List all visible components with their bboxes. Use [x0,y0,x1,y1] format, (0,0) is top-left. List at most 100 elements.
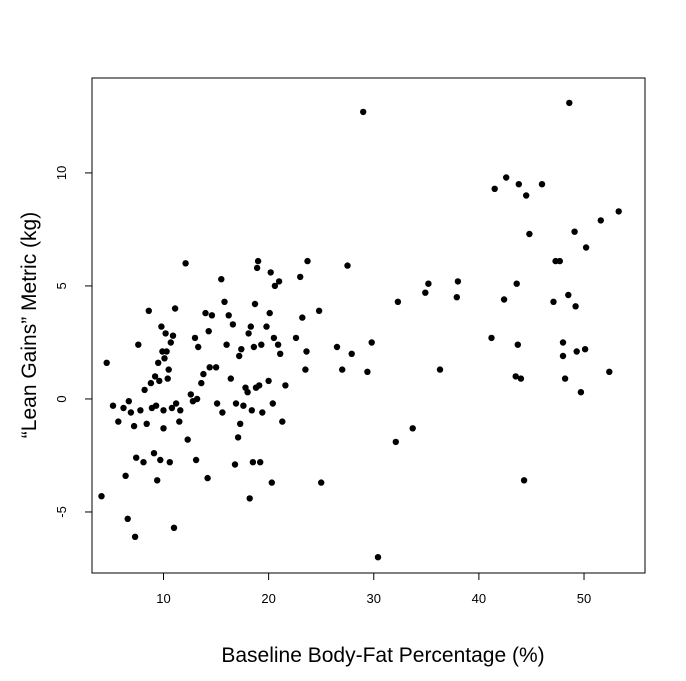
data-point [517,375,525,382]
data-point [212,364,220,371]
data-point [251,300,259,308]
data-point [266,309,273,317]
y-axis: -5 0 5 10 [54,166,93,518]
data-point [245,330,252,337]
data-point [566,99,573,107]
data-point [297,273,304,281]
data-point [143,420,150,427]
data-point [130,422,138,430]
data-point [165,366,172,373]
data-point [265,377,272,385]
data-point [156,377,163,385]
data-point [131,533,139,540]
data-point [491,185,498,192]
data-points [98,99,622,561]
data-point [422,289,429,296]
data-point [160,407,167,414]
data-point [248,407,255,414]
data-point [115,418,122,425]
data-point [237,420,244,427]
data-point [171,305,179,312]
data-point [140,459,147,466]
data-point [103,359,110,366]
data-point [204,474,211,482]
data-point [538,181,546,188]
data-point [193,395,201,403]
data-point [231,461,239,468]
data-point [160,425,167,432]
data-point [198,379,205,387]
data-point [206,364,213,371]
data-point [166,459,173,466]
data-point [425,280,432,287]
data-point [147,379,155,387]
data-point [292,334,300,342]
data-point [257,459,264,466]
x-tick-label: 40 [472,591,486,606]
data-point [606,368,613,375]
data-point [277,350,284,357]
data-point [177,407,184,414]
data-point [238,346,245,353]
data-point [133,454,140,461]
data-point [556,257,563,265]
data-point [333,343,341,351]
data-point [161,355,168,362]
data-point [169,332,177,339]
data-point [164,375,171,382]
data-point [127,409,135,416]
data-point [213,400,221,407]
data-point [559,352,567,360]
data-point [155,359,162,366]
data-point [120,404,127,412]
data-point [152,402,160,409]
data-point [135,341,142,348]
data-point [122,472,129,479]
y-tick-label: -5 [54,506,69,518]
data-point [182,260,189,267]
data-point [202,309,209,317]
data-point [392,438,399,446]
plot-frame [91,77,646,574]
data-point [513,280,520,287]
data-point [208,312,216,319]
data-point [253,264,261,272]
data-point [168,404,176,412]
data-point [488,334,495,342]
data-point [409,425,416,432]
data-point [270,334,278,342]
data-point [520,477,528,484]
data-point [394,298,402,305]
data-point [163,348,170,355]
data-point [597,217,604,224]
data-point [98,493,105,500]
x-tick-label: 50 [577,591,591,606]
data-point [249,459,257,466]
data-point [279,418,286,425]
data-point [184,436,191,443]
data-point [550,298,557,305]
data-point [344,262,351,269]
data-point [512,373,519,380]
data-point [141,386,148,394]
data-point [571,228,578,235]
data-point [360,108,367,116]
data-point [256,382,263,389]
data-point [269,400,276,407]
data-point [318,479,325,486]
data-point [187,391,194,398]
data-point [582,244,590,251]
data-point [565,291,572,299]
data-point [561,375,569,382]
data-point [162,330,169,337]
data-point [227,375,234,382]
data-point [364,368,371,375]
data-point [154,477,161,484]
data-point [218,276,225,283]
x-tick-label: 30 [367,591,381,606]
x-axis: 10 20 30 40 50 [156,572,591,606]
data-point [268,479,275,486]
data-point [150,450,158,457]
data-point [615,208,622,215]
